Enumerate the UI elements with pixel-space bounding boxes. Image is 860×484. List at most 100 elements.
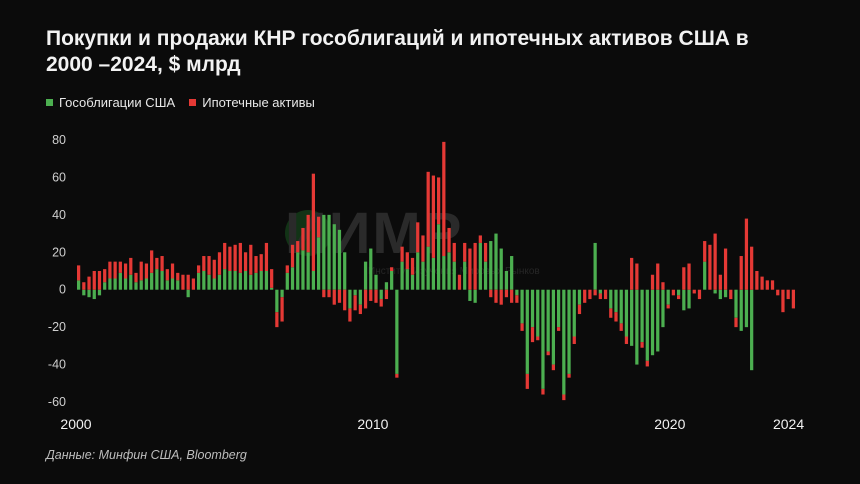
bar-mortgage: [755, 271, 759, 290]
bar-treasuries: [337, 229, 342, 290]
bar-treasuries: [87, 289, 91, 298]
bar-mortgage: [614, 312, 618, 322]
bar-treasuries: [82, 289, 86, 296]
bar-treasuries: [614, 289, 618, 313]
bar-treasuries: [228, 271, 232, 290]
bar-mortgage: [744, 218, 749, 290]
bar-treasuries: [442, 256, 446, 290]
bar-treasuries: [108, 278, 112, 290]
bar-mortgage: [327, 289, 331, 298]
bar-treasuries: [280, 289, 284, 298]
bar-treasuries: [635, 289, 639, 365]
bar-treasuries: [249, 274, 253, 290]
x-tick-label: 2020: [654, 416, 685, 432]
bar-treasuries: [238, 272, 242, 290]
bar-mortgage: [191, 278, 196, 290]
bar-mortgage: [692, 289, 696, 294]
bar-mortgage: [223, 242, 227, 270]
bar-treasuries: [431, 257, 436, 290]
bar-treasuries: [572, 289, 576, 337]
bar-mortgage: [598, 293, 602, 300]
bar-mortgage: [525, 373, 529, 389]
bar-treasuries: [233, 271, 237, 290]
bar-mortgage: [196, 265, 201, 273]
bar-treasuries: [207, 274, 211, 290]
bar-mortgage: [358, 304, 362, 315]
bar-treasuries: [489, 241, 493, 290]
bar-mortgage: [285, 265, 289, 273]
bar-mortgage: [650, 274, 655, 290]
bar-mortgage: [369, 289, 373, 301]
bar-treasuries: [494, 233, 498, 290]
bar-mortgage: [447, 227, 451, 253]
bar-mortgage: [212, 259, 216, 279]
bar-treasuries: [426, 246, 430, 290]
bar-treasuries: [666, 289, 670, 305]
bar-mortgage: [697, 289, 702, 300]
bar-mortgage: [426, 171, 430, 247]
bar-mortgage: [150, 250, 154, 273]
bar-mortgage: [530, 327, 535, 343]
y-tick-label: 20: [52, 245, 66, 259]
y-tick-label: 60: [52, 170, 66, 184]
bar-mortgage: [463, 242, 467, 262]
bar-treasuries: [176, 280, 180, 290]
bar-treasuries: [473, 289, 477, 303]
bar-treasuries: [186, 289, 190, 298]
legend-item-mortgage: Ипотечные активы: [189, 95, 315, 110]
bar-treasuries: [525, 289, 529, 374]
bar-treasuries: [661, 289, 665, 328]
bar-mortgage: [118, 261, 122, 273]
bar-mortgage: [400, 246, 404, 262]
bar-mortgage: [311, 173, 316, 271]
bar-mortgage: [238, 242, 242, 273]
bar-treasuries: [567, 289, 571, 374]
bar-treasuries: [447, 252, 451, 290]
bar-mortgage: [739, 256, 743, 290]
bar-mortgage: [603, 289, 608, 300]
bar-treasuries: [723, 289, 728, 298]
bar-mortgage: [593, 289, 597, 296]
bar-treasuries: [343, 252, 347, 290]
bar-treasuries: [436, 224, 441, 290]
bar-treasuries: [212, 278, 216, 290]
bar-mortgage: [249, 244, 253, 275]
bar-mortgage: [233, 244, 237, 271]
bar-mortgage: [520, 323, 524, 331]
bar-treasuries: [541, 289, 545, 389]
legend-label-mortgage: Ипотечные активы: [202, 95, 315, 110]
bar-treasuries: [530, 289, 535, 328]
bar-treasuries: [421, 261, 425, 290]
bar-mortgage: [259, 254, 263, 271]
bar-treasuries: [718, 289, 722, 300]
bar-mortgage: [577, 304, 582, 315]
y-tick-label: -20: [48, 320, 66, 334]
bar-mortgage: [510, 289, 514, 303]
bar-mortgage: [395, 373, 399, 378]
bar-mortgage: [76, 265, 81, 281]
bar-mortgage: [113, 261, 117, 279]
bar-treasuries: [134, 282, 138, 290]
bar-treasuries: [118, 272, 122, 290]
bar-treasuries: [76, 280, 81, 290]
bar-treasuries: [499, 248, 503, 290]
bar-mortgage: [322, 289, 326, 298]
bar-treasuries: [113, 278, 117, 290]
bar-mortgage: [343, 289, 347, 311]
bar-treasuries: [165, 280, 169, 290]
y-tick-label: 80: [52, 133, 66, 147]
bar-treasuries: [348, 289, 352, 309]
bar-mortgage: [436, 177, 441, 225]
bar-mortgage: [280, 297, 284, 322]
bar-mortgage: [723, 248, 728, 290]
bar-mortgage: [374, 289, 378, 303]
bar-treasuries: [400, 261, 404, 290]
bar-treasuries: [687, 289, 691, 309]
bar-mortgage: [682, 267, 686, 290]
bar-treasuries: [270, 287, 274, 290]
bar-mortgage: [781, 289, 785, 313]
bar-treasuries: [593, 242, 597, 290]
bar-mortgage: [421, 235, 425, 262]
bar-mortgage: [656, 263, 660, 290]
bar-mortgage: [186, 274, 190, 290]
